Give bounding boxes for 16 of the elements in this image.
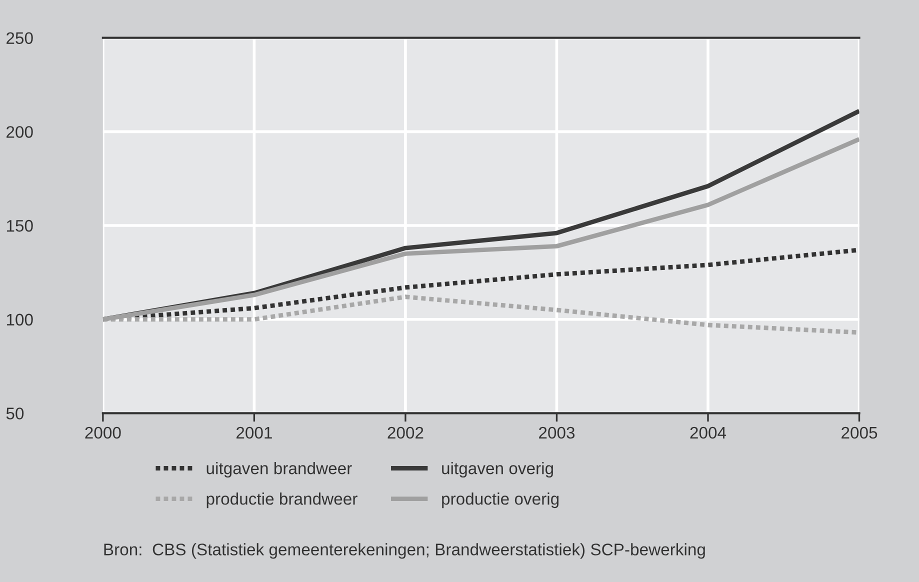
y-tick-label: 250: [6, 32, 33, 44]
text: Bron: CBS (Statistiek gemeenterekeningen; Brandweerstatistiek) SCP-bewerking: [104, 543, 705, 559]
x-tick-label: 2000: [85, 426, 121, 439]
legend-label: productie overig: [442, 492, 559, 508]
x-tick-label: 2004: [690, 426, 726, 439]
y-tick-label: 150: [6, 220, 33, 232]
y-tick-label: 100: [6, 314, 33, 326]
legend-label: uitgaven overig: [442, 462, 553, 478]
legend-label: productie brandweer: [206, 492, 358, 508]
y-tick-label: 200: [6, 126, 33, 138]
y-tick-label: 50: [6, 408, 24, 420]
x-tick-label: 2001: [236, 426, 272, 439]
x-tick-label: 2003: [539, 426, 575, 439]
legend-label: uitgaven brandweer: [206, 462, 352, 478]
x-tick-label: 2005: [842, 426, 878, 439]
x-tick-label: 2002: [388, 426, 424, 439]
